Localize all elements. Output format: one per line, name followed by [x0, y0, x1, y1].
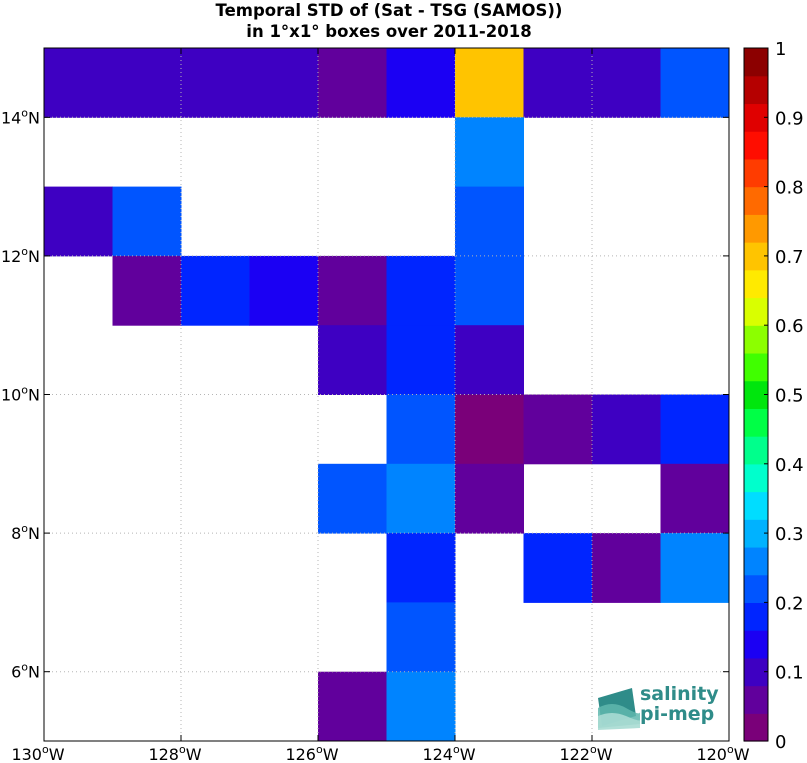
heatmap-cell: [455, 117, 524, 188]
x-tick-label: 124oW: [422, 743, 475, 763]
heatmap-cell: [523, 394, 593, 465]
heatmap-cell: [386, 394, 456, 465]
heatmap-cell: [318, 255, 387, 326]
heatmap-cell: [455, 186, 524, 257]
heatmap-cell: [112, 186, 182, 257]
colorbar-segment: [744, 214, 768, 243]
colorbar-segment: [744, 158, 768, 188]
x-tick-label: 126oW: [285, 743, 338, 763]
logo-text-line1: salinity: [640, 683, 719, 705]
colorbar: 0 0.1 0.2 0.3 0.4 0.5 0.6 0.7 0.8 0.9 1: [743, 39, 804, 753]
chart-title-line1: Temporal STD of (Sat - TSG (SAMOS)): [215, 1, 563, 20]
colorbar-segment: [744, 436, 768, 465]
heatmap-cells: [44, 48, 730, 742]
heatmap-cell: [318, 463, 387, 534]
colorbar-segment: [744, 602, 768, 631]
colorbar-segment: [744, 713, 768, 742]
y-tick-label: 6oN: [11, 661, 40, 682]
heatmap-cell: [318, 48, 387, 118]
heatmap-cell: [318, 325, 387, 395]
heatmap-cell: [592, 394, 661, 465]
y-tick-label: 12oN: [1, 245, 40, 266]
heatmap-cell: [660, 533, 730, 603]
heatmap-cell: [249, 255, 319, 326]
colorbar-segment: [744, 574, 768, 603]
colorbar-segment: [744, 186, 768, 215]
colorbar-tick-label: 0.8: [775, 178, 804, 199]
y-tick-label: 10oN: [1, 384, 40, 405]
logo-wave: [598, 713, 640, 730]
heatmap-cell: [181, 255, 250, 326]
colorbar-tick-label: 0.3: [775, 524, 804, 545]
heatmap-cell: [523, 533, 593, 603]
heatmap-cell: [660, 48, 730, 118]
heatmap-cell: [455, 325, 524, 395]
heatmap-cell: [660, 463, 730, 534]
heatmap-cell: [181, 48, 250, 118]
heatmap-cell: [386, 463, 456, 534]
colorbar-segment: [744, 297, 768, 326]
x-tick-label: 120oW: [696, 743, 749, 763]
heatmap-cell: [660, 394, 730, 465]
heatmap-cell: [318, 671, 387, 742]
heatmap-cell: [455, 48, 524, 118]
colorbar-tick-label: 0.2: [775, 593, 804, 614]
heatmap-cell: [592, 533, 661, 603]
heatmap-cell: [455, 255, 524, 326]
colorbar-segment: [744, 463, 768, 493]
logo-text-line2: pi-mep: [640, 703, 715, 725]
chart-title-line2: in 1°x1° boxes over 2011-2018: [246, 22, 532, 41]
colorbar-tick-label: 0.7: [775, 247, 804, 268]
colorbar-tick-label: 0.4: [775, 455, 804, 476]
colorbar-tick-label: 0.5: [775, 386, 804, 407]
x-tick-label: 128oW: [148, 743, 201, 763]
heatmap-cell: [44, 48, 113, 118]
colorbar-segment: [744, 491, 768, 520]
heatmap-cell: [523, 48, 593, 118]
colorbar-tick-label: 0.6: [775, 316, 804, 337]
colorbar-segment: [744, 48, 768, 77]
colorbar-segment: [744, 630, 768, 659]
colorbar-segment: [744, 269, 768, 299]
y-tick-label: 8oN: [11, 522, 40, 543]
heatmap-cell: [386, 325, 456, 395]
salinity-pimep-logo: salinity pi-mep: [592, 683, 730, 735]
heatmap-cell: [112, 48, 182, 118]
colorbar-tick-label: 0: [775, 732, 786, 753]
y-tick-label: 14oN: [1, 106, 40, 127]
colorbar-segment: [744, 325, 768, 354]
heatmap-cell: [249, 48, 319, 118]
colorbar-tick-label: 0.1: [775, 663, 804, 684]
x-tick-label: 130oW: [11, 743, 64, 763]
colorbar-segment: [744, 685, 768, 714]
colorbar-tick-label: 0.9: [775, 108, 804, 129]
heatmap-cell: [386, 533, 456, 603]
heatmap-cell: [386, 48, 456, 118]
heatmap-cell: [592, 48, 661, 118]
heatmap-cell: [455, 394, 524, 465]
heatmap-cell: [386, 602, 456, 673]
y-axis-ticks: 6oN 8oN 10oN 12oN 14oN: [1, 106, 729, 682]
heatmap-cell: [386, 671, 456, 742]
x-axis-ticks: 130oW 128oW 126oW 124oW 122oW 120oW: [11, 48, 750, 763]
chart-title: Temporal STD of (Sat - TSG (SAMOS)) in 1…: [44, 0, 734, 42]
colorbar-segment: [744, 131, 768, 160]
logo-icon: [598, 688, 640, 730]
heatmap-cell: [455, 463, 524, 534]
colorbar-segment: [744, 352, 768, 382]
colorbar-tick-label: 1: [775, 39, 786, 60]
colorbar-segment: [744, 75, 768, 105]
heatmap-cell: [44, 186, 113, 257]
heatmap-cell: [112, 255, 182, 326]
heatmap-cell: [386, 255, 456, 326]
colorbar-segment: [744, 546, 768, 576]
colorbar-segment: [744, 408, 768, 437]
x-tick-label: 122oW: [559, 743, 612, 763]
